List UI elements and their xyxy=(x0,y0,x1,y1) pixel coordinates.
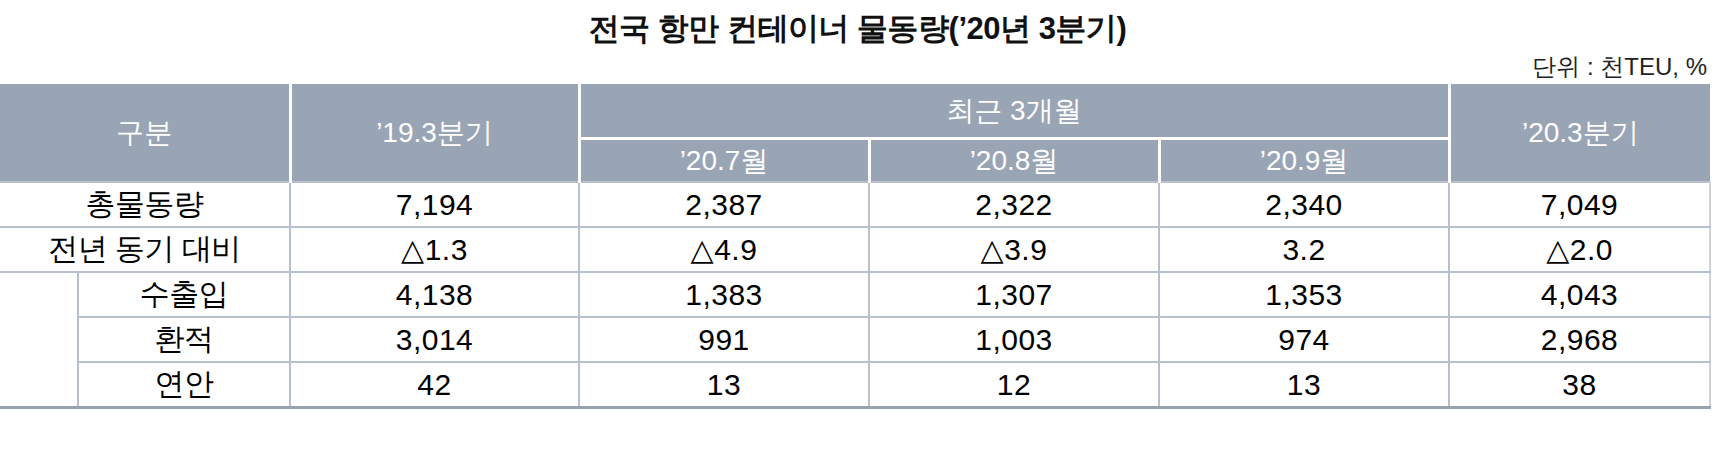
row-label: 연안 xyxy=(78,362,290,408)
table-row-import-export: 수출입 4,138 1,383 1,307 1,353 4,043 xyxy=(0,272,1710,317)
header-category: 구분 xyxy=(0,84,290,182)
value-cell: 3,014 xyxy=(290,317,579,362)
value-cell: 38 xyxy=(1449,362,1710,408)
value-cell: 3.2 xyxy=(1159,227,1449,272)
value-cell: △1.3 xyxy=(290,227,579,272)
value-cell: 7,049 xyxy=(1449,182,1710,227)
table-row-coastal: 연안 42 13 12 13 38 xyxy=(0,362,1710,408)
header-month-aug: ’20.8월 xyxy=(869,139,1159,183)
header-month-sep: ’20.9월 xyxy=(1159,139,1449,183)
indent-cell xyxy=(0,272,78,408)
value-cell: 1,307 xyxy=(869,272,1159,317)
header-q3-2019: ’19.3분기 xyxy=(290,84,579,182)
value-cell: 1,353 xyxy=(1159,272,1449,317)
value-cell: 991 xyxy=(579,317,869,362)
value-cell: 974 xyxy=(1159,317,1449,362)
value-cell: 7,194 xyxy=(290,182,579,227)
page: 전국 항만 컨테이너 물동량(’20년 3분기) 단위 : 천TEU, % 구분… xyxy=(0,0,1715,465)
value-cell: 2,340 xyxy=(1159,182,1449,227)
table-row-yoy: 전년 동기 대비 △1.3 △4.9 △3.9 3.2 △2.0 xyxy=(0,227,1710,272)
value-cell: △4.9 xyxy=(579,227,869,272)
unit-label: 단위 : 천TEU, % xyxy=(1532,51,1707,83)
value-cell: 2,322 xyxy=(869,182,1159,227)
header-row-1: 구분 ’19.3분기 최근 3개월 ’20.3분기 xyxy=(0,84,1710,139)
throughput-table: 구분 ’19.3분기 최근 3개월 ’20.3분기 ’20.7월 ’20.8월 … xyxy=(0,84,1711,409)
value-cell: 1,003 xyxy=(869,317,1159,362)
value-cell: 4,138 xyxy=(290,272,579,317)
value-cell: △2.0 xyxy=(1449,227,1710,272)
page-title: 전국 항만 컨테이너 물동량(’20년 3분기) xyxy=(0,8,1715,50)
value-cell: 4,043 xyxy=(1449,272,1710,317)
header-month-jul: ’20.7월 xyxy=(579,139,869,183)
value-cell: 12 xyxy=(869,362,1159,408)
row-label: 총물동량 xyxy=(0,182,290,227)
value-cell: 42 xyxy=(290,362,579,408)
header-q3-2020: ’20.3분기 xyxy=(1449,84,1710,182)
row-label: 환적 xyxy=(78,317,290,362)
value-cell: 1,383 xyxy=(579,272,869,317)
row-label: 전년 동기 대비 xyxy=(0,227,290,272)
table-row-transshipment: 환적 3,014 991 1,003 974 2,968 xyxy=(0,317,1710,362)
value-cell: △3.9 xyxy=(869,227,1159,272)
table-row-total: 총물동량 7,194 2,387 2,322 2,340 7,049 xyxy=(0,182,1710,227)
value-cell: 13 xyxy=(1159,362,1449,408)
value-cell: 2,387 xyxy=(579,182,869,227)
header-recent-3months: 최근 3개월 xyxy=(579,84,1449,139)
row-label: 수출입 xyxy=(78,272,290,317)
value-cell: 2,968 xyxy=(1449,317,1710,362)
value-cell: 13 xyxy=(579,362,869,408)
